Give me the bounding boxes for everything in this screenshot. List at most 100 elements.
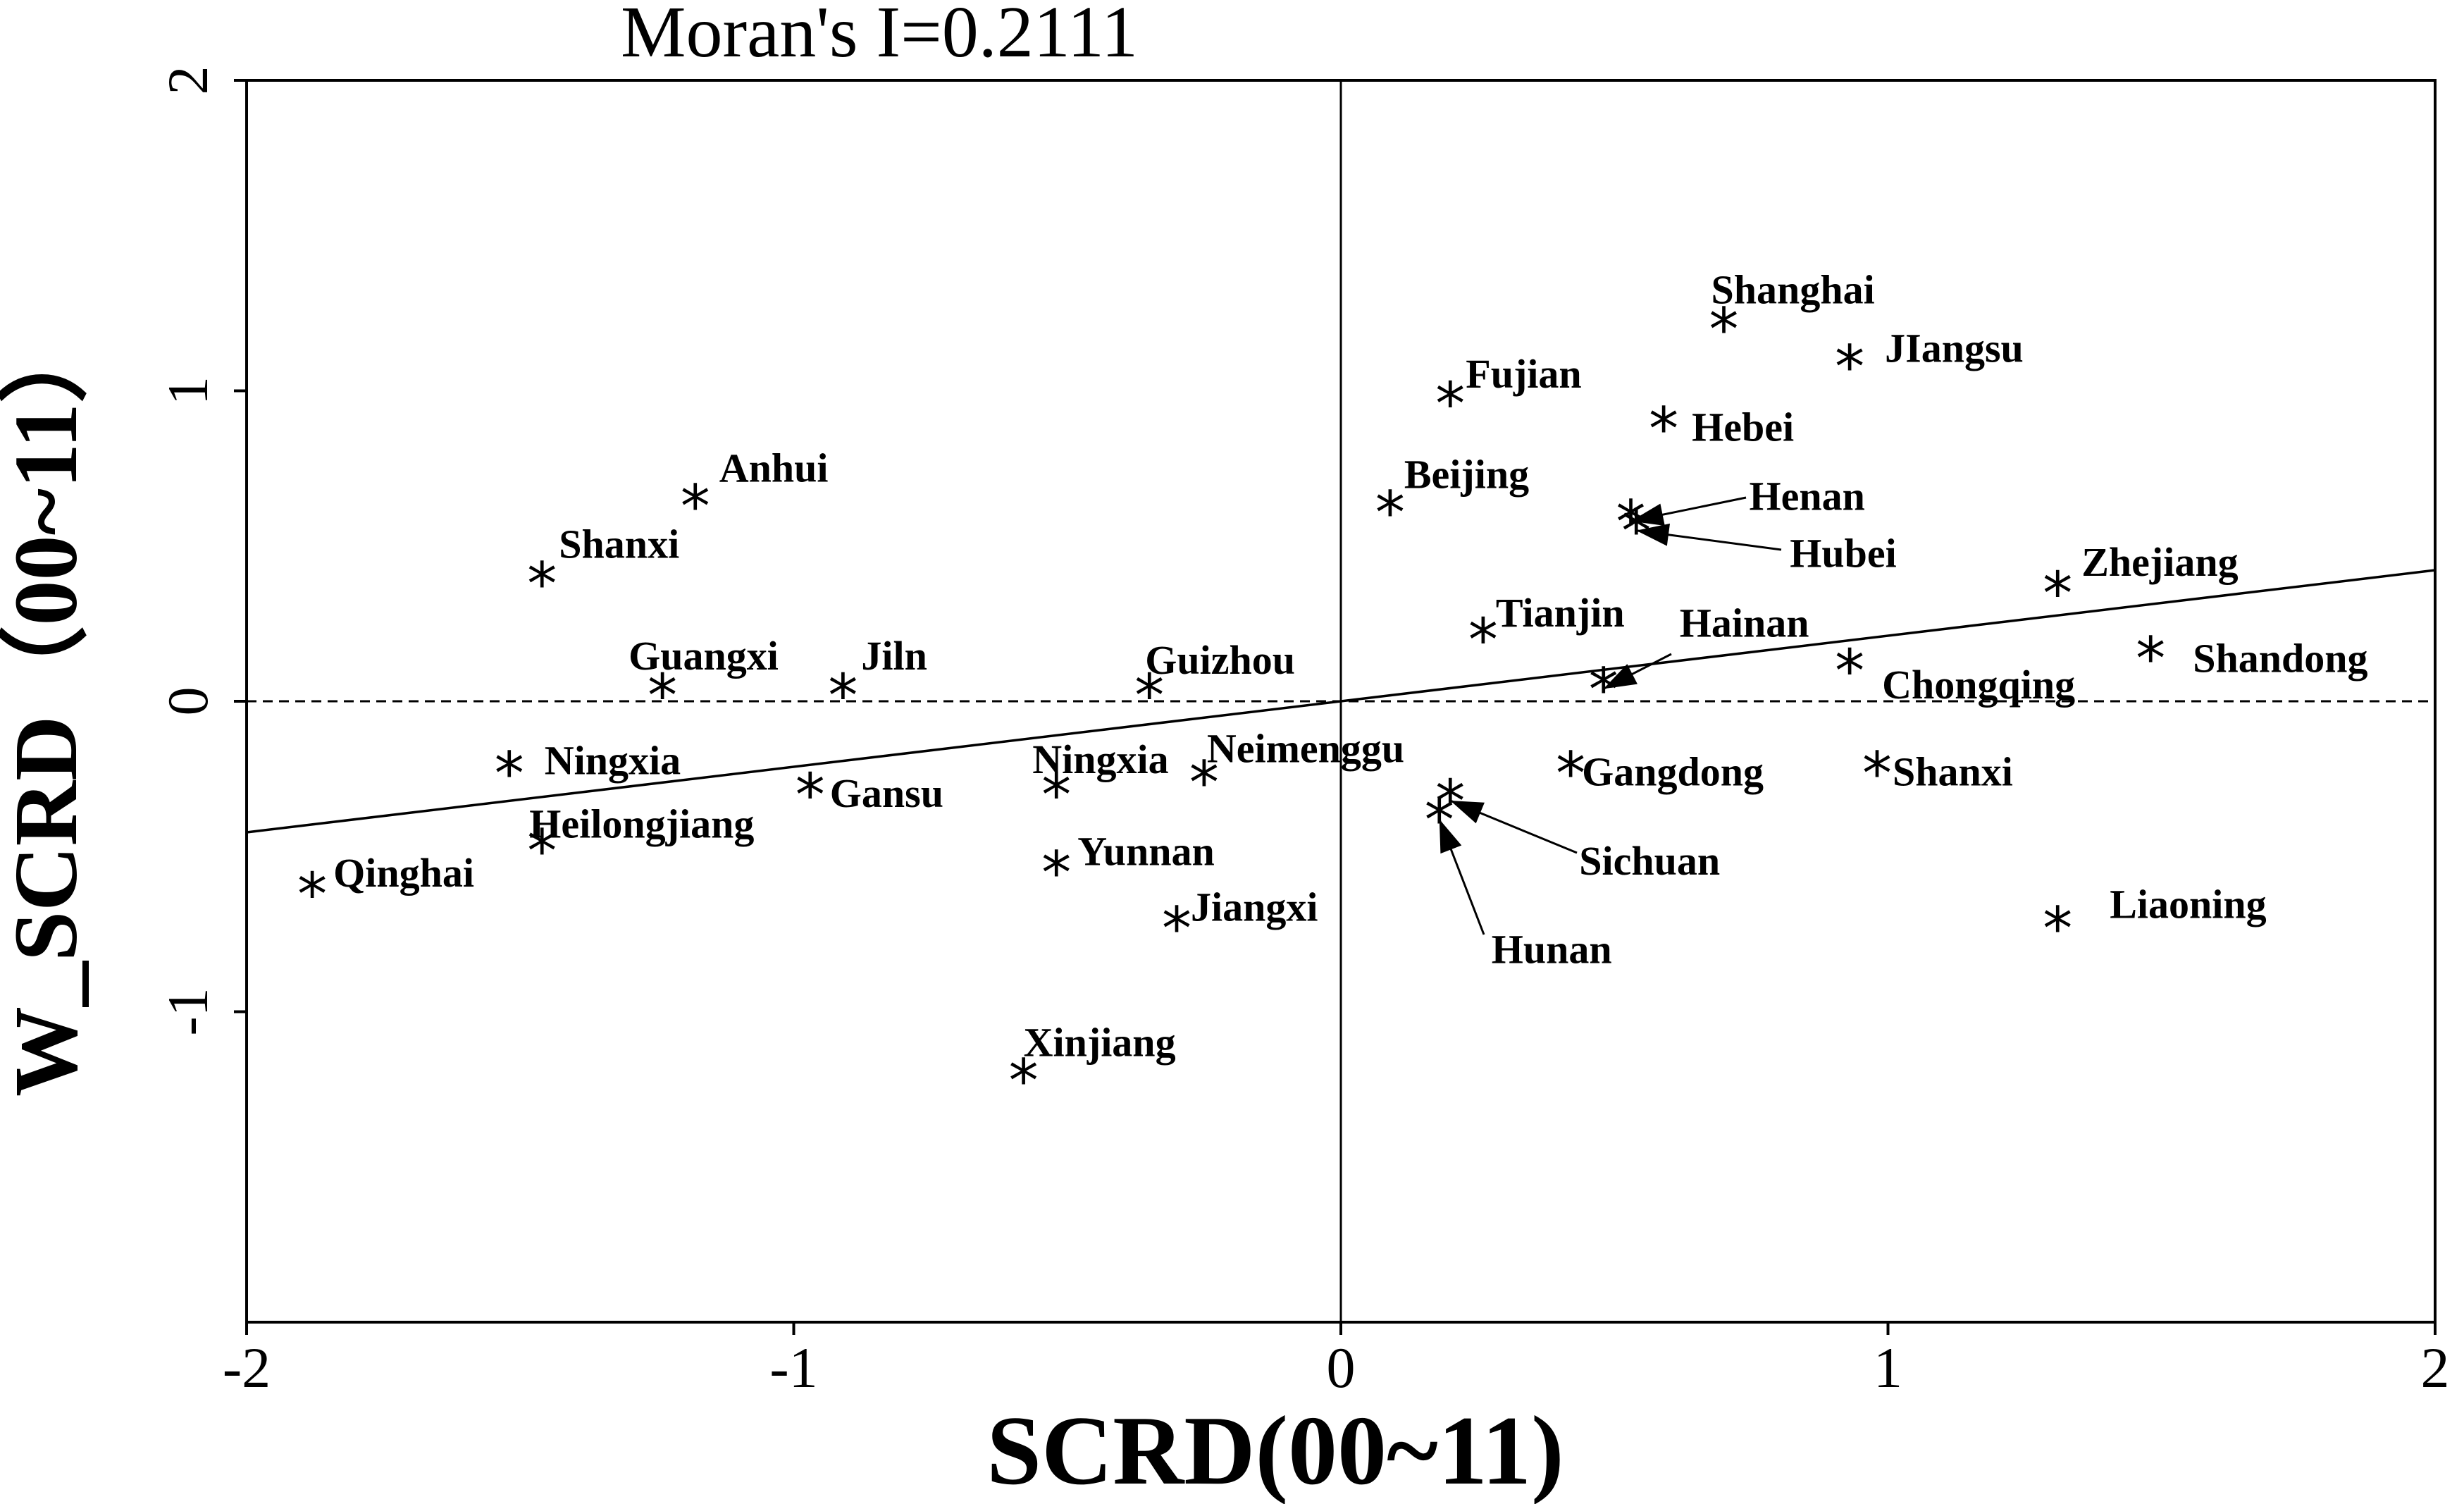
asterisk-marker-icon: * bbox=[1862, 739, 1892, 808]
point-label: Hebei bbox=[1692, 404, 1794, 450]
data-point: *Heilongjiang bbox=[527, 801, 754, 885]
data-point: *Anhui bbox=[681, 445, 829, 541]
asterisk-marker-icon: * bbox=[1041, 760, 1071, 830]
point-label: Hunan bbox=[1492, 926, 1612, 972]
asterisk-marker-icon: * bbox=[1709, 295, 1739, 364]
data-point: * Liaoning bbox=[2043, 882, 2266, 963]
point-label: Neimenggu bbox=[1207, 726, 1404, 772]
point-label: Gansu bbox=[830, 770, 943, 816]
asterisk-marker-icon: * bbox=[1468, 605, 1498, 674]
point-label: Fujian bbox=[1466, 351, 1581, 397]
y-tick-label: -1 bbox=[156, 987, 220, 1035]
asterisk-marker-icon: * bbox=[795, 760, 825, 830]
point-label: Xinjiang bbox=[1024, 1019, 1176, 1065]
point-label: Henan bbox=[1750, 474, 1865, 519]
data-point: * Shandong bbox=[2136, 624, 2367, 693]
point-label: Tianjin bbox=[1496, 590, 1625, 636]
y-tick-label: 2 bbox=[156, 66, 220, 95]
point-label: Guizhou bbox=[1145, 637, 1295, 683]
asterisk-marker-icon: * bbox=[527, 550, 557, 619]
regression-line-layer bbox=[246, 569, 2436, 834]
y-tick-label: 1 bbox=[156, 376, 220, 405]
asterisk-marker-icon: * bbox=[1435, 369, 1465, 438]
data-point: * Zhejiang bbox=[2043, 539, 2238, 628]
data-point: * Ningxia bbox=[495, 737, 681, 808]
point-label: Liaoning bbox=[2110, 882, 2266, 927]
sichuan-leader-line-head bbox=[1450, 800, 1485, 824]
point-label: Shanxi bbox=[1893, 748, 2013, 794]
asterisk-marker-icon: * bbox=[1162, 894, 1191, 963]
asterisk-marker-icon: * bbox=[495, 739, 524, 808]
asterisk-marker-icon: * bbox=[1375, 478, 1405, 547]
x-tick-label: 0 bbox=[1327, 1336, 1356, 1400]
data-point: *Shanghai bbox=[1709, 266, 1875, 364]
data-point: * JIangsu bbox=[1835, 325, 2024, 401]
point-label: Shanxi bbox=[559, 522, 679, 567]
point-label: Gangdong bbox=[1582, 748, 1764, 794]
asterisk-marker-icon: * bbox=[681, 471, 710, 541]
data-point: *Gangdong bbox=[1556, 739, 1764, 808]
data-point: * Yunnan bbox=[1041, 828, 1215, 907]
data-point: *Shanxi bbox=[527, 522, 679, 619]
asterisk-marker-icon: * bbox=[828, 661, 858, 730]
tick-labels: -2 -1 0 1 2 2 1 0 -1 bbox=[156, 66, 2450, 1400]
data-point: *Tianjin bbox=[1468, 590, 1625, 674]
data-point: *Shanxi bbox=[1862, 739, 2013, 808]
point-label: Heilongjiang bbox=[529, 801, 754, 846]
data-point: * Gansu bbox=[795, 760, 943, 830]
data-point: *Xinjiang bbox=[1009, 1019, 1176, 1115]
data-point: * Chongqing bbox=[1835, 636, 2075, 708]
chart-title: Moran's I=0.2111 bbox=[621, 0, 1138, 73]
asterisk-marker-icon: * bbox=[1009, 1046, 1039, 1115]
x-tick-label: 1 bbox=[1874, 1336, 1902, 1400]
henan-leader-line-head bbox=[1630, 503, 1665, 526]
x-axis-label: SCRD(00~11) bbox=[986, 1396, 1564, 1504]
point-label: Shandong bbox=[2193, 635, 2367, 681]
point-label: Shanghai bbox=[1711, 266, 1875, 312]
asterisk-marker-icon: * bbox=[1189, 748, 1219, 818]
data-point: *Neimenggu bbox=[1189, 726, 1404, 818]
data-point: * Henan bbox=[1616, 474, 1865, 557]
asterisk-marker-icon: * bbox=[297, 860, 327, 929]
x-tick-label: -2 bbox=[223, 1336, 271, 1400]
data-point: * Qinghai bbox=[297, 850, 474, 929]
point-label: Sichuan bbox=[1579, 838, 1720, 884]
hunan-leader-line-head bbox=[1439, 819, 1462, 854]
data-point: *Hunan bbox=[1425, 785, 1612, 972]
data-point: *Ningxia bbox=[1032, 736, 1168, 830]
point-label: Chongqing bbox=[1882, 662, 2075, 708]
data-point: *Jiln bbox=[828, 633, 927, 730]
hubei-leader-line-head bbox=[1636, 523, 1671, 546]
data-point: *Beijing bbox=[1375, 451, 1529, 547]
asterisk-marker-icon: * bbox=[2136, 624, 2165, 693]
y-axis-label: W_SCRD（00~11） bbox=[0, 313, 96, 1097]
asterisk-marker-icon: * bbox=[1835, 636, 1864, 705]
asterisk-marker-icon: * bbox=[1041, 838, 1071, 907]
data-point: * Hebei bbox=[1649, 394, 1794, 463]
point-label: Hubei bbox=[1790, 531, 1897, 577]
point-label: Ningxia bbox=[1032, 736, 1168, 782]
asterisk-marker-icon: * bbox=[1649, 394, 1678, 463]
data-point: * Jiangxi bbox=[1162, 884, 1318, 963]
y-tick-label: 0 bbox=[156, 687, 220, 716]
asterisk-marker-icon: * bbox=[1556, 739, 1585, 808]
data-point: *Sichuan bbox=[1435, 767, 1720, 884]
asterisk-marker-icon: * bbox=[1134, 661, 1164, 730]
data-point: *Guizhou bbox=[1134, 637, 1295, 730]
point-label: Yunnan bbox=[1077, 828, 1215, 874]
asterisk-marker-icon: * bbox=[2043, 894, 2072, 963]
point-label: Guangxi bbox=[629, 633, 779, 679]
asterisk-marker-icon: * bbox=[648, 661, 677, 730]
point-label: Ningxia bbox=[545, 737, 681, 783]
scatter-points: *Shanghai* JIangsu* Fujian* Hebei*Beijing* H… bbox=[297, 266, 2367, 1115]
data-point: * Hainan bbox=[1589, 600, 1809, 724]
point-label: Anhui bbox=[719, 445, 829, 491]
label-leader-lines bbox=[1438, 496, 1782, 935]
data-point: *Guangxi bbox=[629, 633, 779, 730]
point-label: JIangsu bbox=[1885, 325, 2024, 371]
point-label: Beijing bbox=[1404, 451, 1529, 497]
asterisk-marker-icon: * bbox=[527, 816, 557, 885]
asterisk-marker-icon: * bbox=[2043, 559, 2072, 628]
x-tick-label: 2 bbox=[2421, 1336, 2450, 1400]
